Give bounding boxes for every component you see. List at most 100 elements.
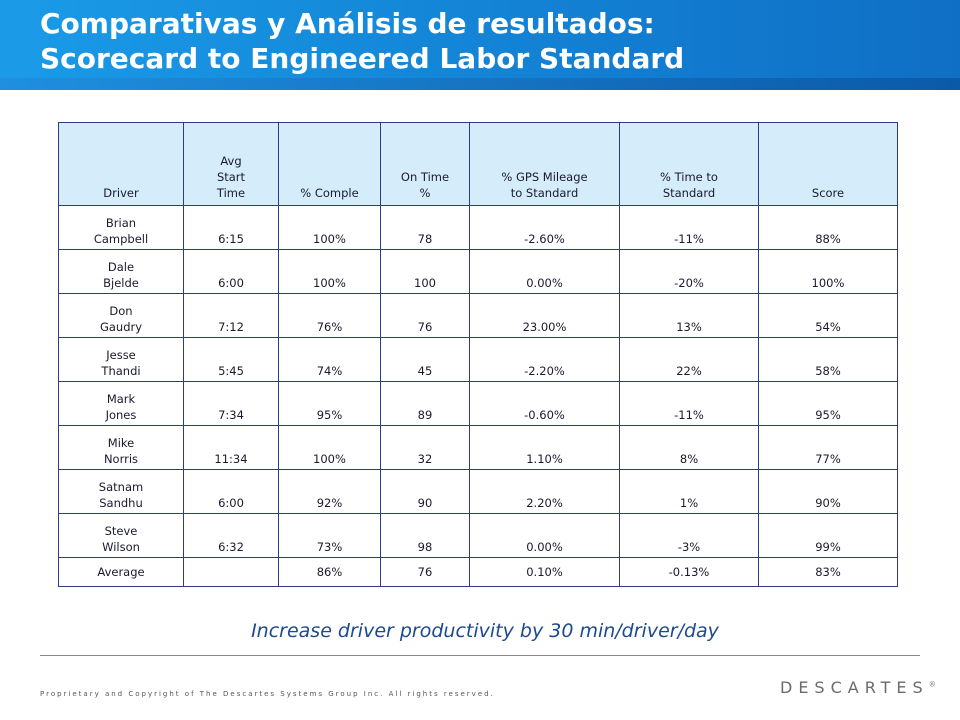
driver-name-line: Gaudry	[99, 320, 143, 334]
driver-cell: Steve Wilson	[58, 513, 184, 558]
driver-name-line: Jesse	[106, 348, 136, 362]
average-gps-mileage-cell: 0.10%	[469, 557, 620, 587]
driver-cell: Satnam Sandhu	[58, 469, 184, 514]
header-on-time: On Time%	[380, 122, 470, 206]
time-to-standard-cell: 1%	[619, 469, 759, 514]
table-row: Jesse Thandi 5:45 74% 45 -2.20% 22% 58%	[58, 337, 898, 382]
start-time-cell: 6:00	[183, 469, 279, 514]
time-to-standard-cell: 13%	[619, 293, 759, 338]
header-line: % GPS Mileage	[501, 170, 588, 184]
score-cell: 88%	[758, 205, 898, 250]
on-time-cell: 78	[380, 205, 470, 250]
copyright-notice: Proprietary and Copyright of The Descart…	[40, 690, 495, 698]
comple-cell: 100%	[278, 249, 381, 294]
on-time-cell: 45	[380, 337, 470, 382]
header-gps-mileage: % GPS Mileage to Standard	[469, 122, 620, 206]
header-comple: % Comple	[278, 122, 381, 206]
on-time-cell: 98	[380, 513, 470, 558]
header-line: Driver	[103, 186, 139, 200]
header-line: Start	[216, 170, 246, 184]
start-time-cell: 6:00	[183, 249, 279, 294]
average-on-time-cell: 76	[380, 557, 470, 587]
header-line: On Time	[400, 170, 450, 184]
header-line: to Standard	[510, 186, 579, 200]
time-to-standard-cell: -11%	[619, 381, 759, 426]
time-to-standard-cell: 22%	[619, 337, 759, 382]
table-body: Brian Campbell 6:15 100% 78 -2.60% -11% 88% Dale…	[58, 205, 898, 587]
comple-cell: 100%	[278, 425, 381, 470]
gps-mileage-cell: -2.20%	[469, 337, 620, 382]
driver-name-line: Mark	[106, 392, 136, 406]
gps-mileage-cell: 0.00%	[469, 513, 620, 558]
comple-cell: 100%	[278, 205, 381, 250]
table-row: Satnam Sandhu 6:00 92% 90 2.20% 1% 90%	[58, 469, 898, 514]
driver-name-line: Sandhu	[99, 496, 143, 510]
driver-cell: Mark Jones	[58, 381, 184, 426]
table-header-row: Driver Avg Start Time% Comple On Time%% GPS …	[58, 122, 898, 206]
on-time-cell: 89	[380, 381, 470, 426]
comple-cell: 74%	[278, 337, 381, 382]
on-time-cell: 32	[380, 425, 470, 470]
average-time-to-standard-cell: -0.13%	[619, 557, 759, 587]
driver-name-line: Steve	[104, 524, 138, 538]
score-cell: 90%	[758, 469, 898, 514]
score-cell: 77%	[758, 425, 898, 470]
score-cell: 58%	[758, 337, 898, 382]
start-time-cell: 6:15	[183, 205, 279, 250]
table-row: Brian Campbell 6:15 100% 78 -2.60% -11% 88%	[58, 205, 898, 250]
average-label-cell: Average	[58, 557, 184, 587]
scorecard-table: Driver Avg Start Time% Comple On Time%% GPS …	[58, 122, 898, 587]
title-banner-band	[0, 78, 960, 90]
driver-name-line: Jones	[105, 408, 137, 422]
start-time-cell: 11:34	[183, 425, 279, 470]
table-row: Dale Bjelde 6:00 100% 100 0.00% -20% 100%	[58, 249, 898, 294]
header-line: Avg	[220, 154, 242, 168]
driver-name-line: Satnam	[98, 480, 144, 494]
start-time-cell: 7:34	[183, 381, 279, 426]
driver-cell: Brian Campbell	[58, 205, 184, 250]
time-to-standard-cell: 8%	[619, 425, 759, 470]
on-time-cell: 100	[380, 249, 470, 294]
average-start-time-cell	[183, 557, 279, 587]
driver-name-line: Thandi	[101, 364, 141, 378]
time-to-standard-cell: -20%	[619, 249, 759, 294]
tagline: Increase driver productivity by 30 min/d…	[251, 620, 719, 642]
driver-name-line: Don	[109, 304, 133, 318]
driver-name-line: Wilson	[102, 540, 140, 554]
driver-name-line: Mike	[107, 436, 135, 450]
table-row: Don Gaudry 7:12 76% 76 23.00% 13% 54%	[58, 293, 898, 338]
header-time-to-standard: % Time to Standard	[619, 122, 759, 206]
driver-name-line: Campbell	[93, 232, 149, 246]
header-avg-start-time: Avg Start Time	[183, 122, 279, 206]
time-to-standard-cell: -11%	[619, 205, 759, 250]
gps-mileage-cell: 1.10%	[469, 425, 620, 470]
on-time-cell: 76	[380, 293, 470, 338]
average-score-cell: 83%	[758, 557, 898, 587]
start-time-cell: 5:45	[183, 337, 279, 382]
start-time-cell: 7:12	[183, 293, 279, 338]
header-line: %	[419, 186, 431, 200]
table-row: Mark Jones 7:34 95% 89 -0.60% -11% 95%	[58, 381, 898, 426]
header-line: Standard	[662, 186, 716, 200]
driver-name-line: Dale	[107, 260, 135, 274]
driver-name-line: Norris	[103, 452, 139, 466]
gps-mileage-cell: 23.00%	[469, 293, 620, 338]
header-line: Time	[216, 186, 246, 200]
comple-cell: 95%	[278, 381, 381, 426]
header-driver: Driver	[58, 122, 184, 206]
start-time-cell: 6:32	[183, 513, 279, 558]
on-time-cell: 90	[380, 469, 470, 514]
registered-mark: ®	[928, 680, 936, 689]
gps-mileage-cell: -2.60%	[469, 205, 620, 250]
comple-cell: 92%	[278, 469, 381, 514]
table-row: Steve Wilson 6:32 73% 98 0.00% -3% 99%	[58, 513, 898, 558]
descartes-logo: DESCARTES®	[780, 678, 936, 697]
driver-name-line: Bjelde	[103, 276, 139, 290]
gps-mileage-cell: 2.20%	[469, 469, 620, 514]
logo-text: DESCARTES	[780, 678, 929, 697]
gps-mileage-cell: 0.00%	[469, 249, 620, 294]
score-cell: 95%	[758, 381, 898, 426]
driver-name-line: Brian	[105, 216, 137, 230]
time-to-standard-cell: -3%	[619, 513, 759, 558]
gps-mileage-cell: -0.60%	[469, 381, 620, 426]
